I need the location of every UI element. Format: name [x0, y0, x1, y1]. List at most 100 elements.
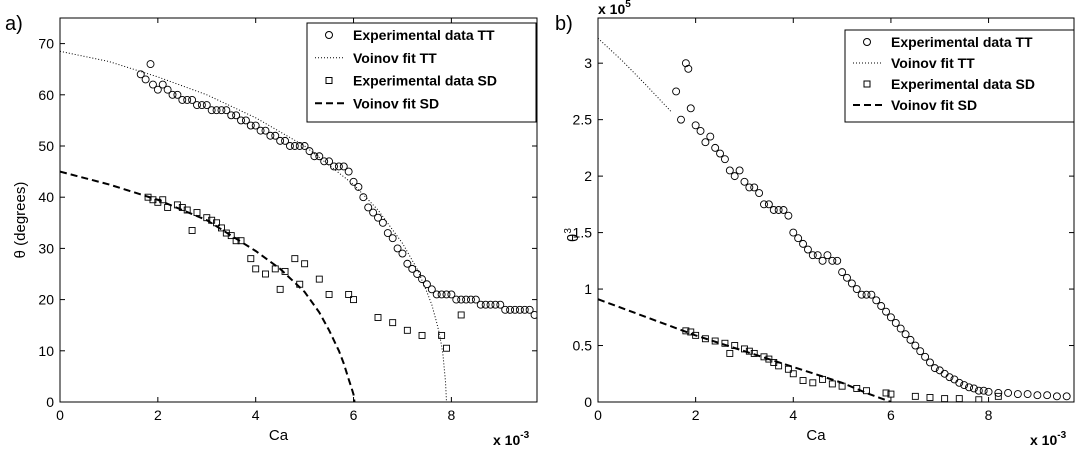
data-point-experimental-data-tt	[940, 369, 949, 378]
x-tick-label: 8	[985, 407, 993, 423]
x-tick-label: 2	[154, 407, 162, 423]
data-point-experimental-data-tt	[994, 389, 1003, 397]
data-point-experimental-data-tt	[926, 358, 934, 367]
legend-label: Experimental data TT	[353, 27, 495, 43]
y-axis-label: θ3	[563, 228, 582, 242]
data-point-experimental-data-tt	[799, 239, 807, 248]
data-point-experimental-data-sd	[882, 389, 890, 397]
data-point-experimental-data-tt	[960, 381, 969, 390]
series-line-voinov-fit-sd	[598, 298, 892, 402]
data-point-experimental-data-sd	[403, 326, 411, 334]
data-point-experimental-data-tt	[237, 116, 245, 125]
data-point-experimental-data-tt	[486, 300, 495, 309]
data-point-experimental-data-sd	[994, 392, 1002, 400]
data-point-experimental-data-tt	[916, 347, 925, 356]
data-point-experimental-data-tt	[672, 87, 681, 96]
legend-box	[844, 29, 1075, 123]
data-point-experimental-data-tt	[911, 341, 920, 350]
data-point-experimental-data-tt	[334, 162, 343, 171]
data-point-experimental-data-tt	[696, 126, 705, 135]
data-point-experimental-data-tt	[730, 172, 739, 181]
data-point-experimental-data-tt	[520, 305, 529, 314]
data-point-experimental-data-sd	[227, 232, 235, 240]
legend-marker-circle	[863, 38, 871, 46]
data-point-experimental-data-tt	[691, 121, 700, 130]
y-tick-label: 20	[38, 292, 54, 308]
data-point-experimental-data-sd	[438, 331, 446, 339]
data-point-experimental-data-tt	[745, 183, 754, 192]
data-point-experimental-data-tt	[339, 162, 348, 171]
data-point-experimental-data-tt	[136, 70, 145, 79]
y-tick-label: 60	[38, 87, 54, 103]
data-point-experimental-data-tt	[1052, 392, 1061, 401]
data-point-experimental-data-tt	[227, 111, 236, 120]
data-point-experimental-data-sd	[955, 395, 963, 402]
data-point-experimental-data-tt	[393, 244, 402, 253]
data-point-experimental-data-tt	[432, 290, 441, 299]
legend-box	[306, 22, 537, 123]
data-point-experimental-data-tt	[867, 290, 876, 299]
data-point-experimental-data-sd	[726, 349, 734, 357]
data-point-experimental-data-tt	[320, 157, 329, 166]
data-point-experimental-data-sd	[457, 311, 465, 319]
data-point-experimental-data-tt	[1004, 389, 1013, 397]
data-point-experimental-data-tt	[344, 167, 353, 176]
data-point-experimental-data-tt	[720, 155, 729, 164]
data-point-experimental-data-tt	[364, 203, 373, 212]
data-point-experimental-data-tt	[276, 136, 285, 145]
data-point-experimental-data-sd	[325, 291, 333, 298]
data-point-experimental-data-sd	[276, 285, 284, 293]
data-point-experimental-data-tt	[525, 305, 534, 314]
data-point-experimental-data-tt	[217, 106, 226, 115]
data-point-experimental-data-tt	[886, 313, 895, 322]
data-point-experimental-data-tt	[369, 208, 378, 217]
data-point-experimental-data-sd	[760, 353, 768, 361]
data-point-experimental-data-tt	[852, 285, 861, 294]
data-point-experimental-data-tt	[969, 384, 978, 393]
data-point-experimental-data-tt	[241, 116, 250, 125]
data-point-experimental-data-tt	[207, 106, 216, 115]
y-tick-label: 50	[38, 138, 54, 154]
data-point-experimental-data-tt	[706, 132, 715, 141]
y-axis-label: θ (degrees)	[12, 182, 29, 259]
data-point-experimental-data-tt	[979, 386, 988, 395]
data-point-experimental-data-sd	[350, 296, 357, 304]
data-point-experimental-data-tt	[408, 264, 417, 273]
x-tick-label: 6	[887, 407, 895, 423]
data-point-experimental-data-tt	[266, 131, 275, 140]
data-point-experimental-data-sd	[750, 349, 758, 357]
data-point-experimental-data-sd	[799, 377, 807, 384]
data-point-experimental-data-tt	[222, 106, 231, 115]
data-point-experimental-data-tt	[418, 275, 426, 284]
data-point-experimental-data-tt	[295, 142, 304, 150]
data-point-experimental-data-tt	[261, 126, 270, 135]
data-point-experimental-data-tt	[882, 307, 890, 316]
legend-marker-square	[863, 80, 871, 88]
data-point-experimental-data-sd	[887, 390, 895, 398]
data-point-experimental-data-tt	[305, 147, 314, 156]
y-tick-label: 0	[46, 394, 54, 410]
data-point-experimental-data-tt	[789, 228, 798, 237]
legend: Experimental data TT Voinov fit TT Experim…	[306, 22, 537, 123]
legend-label: Voinov fit SD	[891, 97, 977, 113]
data-point-experimental-data-tt	[1062, 392, 1071, 401]
data-point-experimental-data-tt	[760, 200, 768, 209]
data-point-experimental-data-tt	[388, 234, 397, 243]
data-point-experimental-data-tt	[891, 318, 900, 327]
data-point-experimental-data-tt	[146, 60, 155, 69]
data-point-experimental-data-tt	[202, 101, 211, 109]
data-point-experimental-data-tt	[374, 213, 382, 222]
data-point-experimental-data-tt	[872, 296, 881, 305]
data-point-experimental-data-tt	[896, 324, 905, 333]
data-point-experimental-data-sd	[809, 379, 817, 387]
data-point-experimental-data-tt	[173, 90, 182, 99]
data-point-experimental-data-tt	[818, 256, 827, 265]
data-point-experimental-data-tt	[716, 149, 725, 158]
data-point-experimental-data-tt	[398, 249, 407, 258]
data-point-experimental-data-tt	[984, 387, 993, 396]
data-point-experimental-data-tt	[1043, 391, 1052, 400]
data-point-experimental-data-tt	[906, 335, 915, 344]
y-tick-label: 0.5	[573, 338, 593, 354]
data-point-experimental-data-sd	[926, 394, 934, 401]
legend-label: Experimental data SD	[353, 73, 497, 89]
